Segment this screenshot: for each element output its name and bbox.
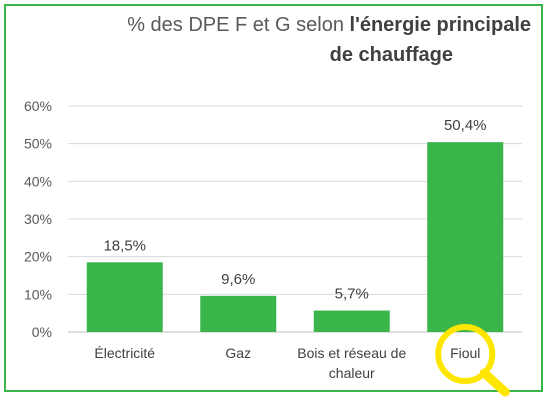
y-tick-label: 0%: [32, 324, 52, 340]
bar: [313, 310, 390, 332]
magnifier-handle: [479, 368, 510, 397]
x-tick-label: Bois et réseau de: [297, 345, 406, 361]
chart-title: % des DPE F et G selon l'énergie princip…: [0, 10, 549, 70]
bar: [427, 142, 504, 332]
x-tick-label: Électricité: [94, 345, 155, 361]
y-tick-label: 30%: [24, 211, 52, 227]
bar-layer: [86, 142, 504, 332]
chart-title-bold-2: de chauffage: [329, 44, 453, 66]
magnifier-lens: [435, 324, 496, 384]
chart-title-regular: % des DPE F et G selon: [127, 14, 350, 36]
y-tick-label: 40%: [24, 173, 52, 189]
x-tick-label: Fioul: [450, 345, 480, 361]
y-tick-label: 50%: [24, 136, 52, 152]
data-label: 50,4%: [444, 117, 487, 134]
data-label: 5,7%: [335, 286, 369, 303]
bar: [86, 262, 163, 332]
y-tick-label: 20%: [24, 249, 52, 265]
y-tick-label: 60%: [24, 98, 52, 114]
bar: [200, 295, 277, 332]
data-label: 18,5%: [103, 237, 146, 254]
label-layer: 18,5% Électricité 9,6% Gaz 5,7% Bois et résea…: [94, 117, 486, 381]
x-tick-label: Gaz: [225, 345, 251, 361]
y-tick-label: 10%: [24, 286, 52, 302]
data-label: 9,6%: [221, 271, 255, 288]
chart-title-bold-1: l'énergie principale: [349, 14, 531, 36]
x-tick-label: chaleur: [329, 365, 375, 381]
magnifier-icon: [435, 324, 510, 397]
